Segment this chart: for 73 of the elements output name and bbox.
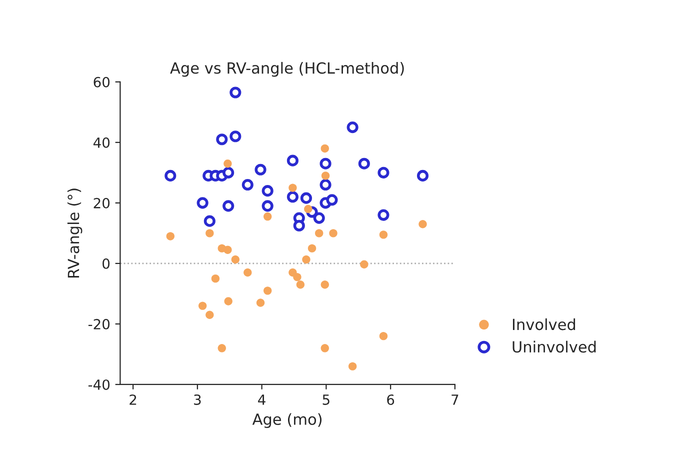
y-tick-label: -40: [88, 379, 110, 390]
x-axis-title: Age (mo): [252, 413, 322, 428]
point: [300, 192, 312, 204]
y-tick-label: 0: [102, 258, 110, 269]
y-axis-title: RV-angle (°): [67, 188, 82, 278]
point: [293, 220, 305, 232]
chart-title: Age vs RV-angle (HCL-method): [170, 62, 404, 77]
point: [262, 185, 274, 197]
point: [218, 344, 226, 352]
point: [230, 130, 242, 142]
point: [242, 178, 254, 191]
legend-label: Uninvolved: [512, 340, 596, 353]
point: [320, 280, 329, 289]
point: [358, 158, 370, 170]
point: [360, 260, 368, 268]
point: [230, 86, 242, 98]
point: [222, 166, 234, 178]
point: [418, 220, 427, 228]
point: [204, 215, 216, 227]
point: [320, 158, 332, 170]
point: [211, 274, 220, 283]
point: [313, 212, 325, 224]
point: [286, 154, 298, 166]
point: [244, 268, 252, 277]
x-tick-label: 3: [194, 394, 201, 405]
point: [198, 302, 207, 310]
point: [256, 298, 265, 307]
point: [379, 332, 388, 340]
point: [196, 197, 208, 209]
point: [416, 170, 429, 182]
point: [206, 310, 214, 319]
x-tick-label: 6: [387, 394, 394, 405]
point: [304, 204, 312, 214]
point: [224, 246, 232, 254]
y-tick-label: 20: [94, 198, 110, 208]
point: [263, 212, 272, 221]
point: [286, 191, 298, 203]
point: [216, 134, 228, 146]
point: [293, 272, 302, 282]
point: [296, 280, 305, 289]
point: [254, 164, 266, 176]
point: [166, 232, 175, 240]
x-tick-label: 4: [258, 394, 266, 405]
point: [231, 255, 240, 264]
point: [224, 297, 232, 306]
point: [378, 166, 390, 178]
point: [222, 200, 234, 212]
y-tick-label: 40: [93, 137, 110, 148]
point: [314, 229, 324, 238]
x-tick-label: 7: [452, 394, 458, 405]
legend-label: Involved: [512, 318, 576, 330]
point: [164, 170, 176, 182]
point: [348, 362, 357, 370]
point: [302, 255, 310, 264]
x-tick-label: 2: [130, 394, 136, 405]
point: [378, 209, 390, 221]
point: [224, 159, 232, 168]
point: [320, 144, 329, 153]
point: [288, 184, 297, 192]
point: [379, 230, 388, 239]
x-tick-label: 5: [322, 394, 330, 405]
y-tick-label: 60: [94, 76, 110, 88]
point: [262, 200, 274, 212]
point: [329, 229, 338, 238]
point: [263, 286, 272, 295]
point: [320, 178, 332, 191]
y-tick-label: -20: [88, 318, 110, 330]
point: [320, 344, 329, 352]
point: [206, 229, 214, 238]
point: [346, 122, 358, 134]
point: [321, 172, 330, 180]
point: [308, 244, 316, 252]
point: [326, 194, 338, 206]
